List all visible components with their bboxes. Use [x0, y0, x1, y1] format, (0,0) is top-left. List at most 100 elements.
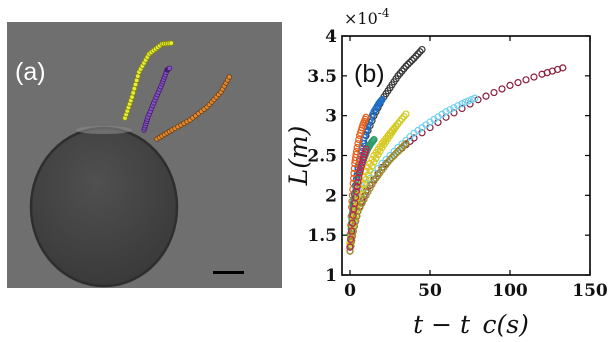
y-tick-label: 2.5 — [307, 147, 337, 167]
data-point — [402, 62, 410, 70]
data-point — [362, 113, 370, 121]
data-series — [346, 145, 370, 251]
droplet-rim-highlight — [76, 126, 132, 134]
x-axis-label: t − t_c(s) — [413, 310, 529, 337]
data-point — [376, 147, 384, 155]
data-point — [352, 147, 361, 156]
data-point — [355, 174, 363, 182]
data-point — [368, 137, 377, 146]
data-point — [353, 212, 361, 220]
data-point — [414, 50, 422, 58]
data-point — [347, 235, 355, 243]
data-point — [372, 154, 380, 162]
data-point — [418, 45, 426, 54]
data-point — [357, 162, 365, 170]
data-point — [364, 188, 372, 196]
y-multiplier: ×10-4 — [344, 6, 390, 28]
data-point — [530, 73, 538, 81]
data-point — [347, 242, 355, 250]
data-point — [410, 134, 418, 142]
data-point — [412, 52, 420, 60]
data-point — [358, 199, 366, 207]
x-tick-label: 0 — [344, 281, 356, 301]
data-point — [498, 85, 506, 93]
data-point — [353, 143, 361, 152]
data-point — [374, 151, 382, 159]
data-point — [352, 187, 361, 195]
y-tick-label: 1 — [325, 266, 337, 286]
track-dot — [166, 65, 173, 72]
data-series — [346, 139, 410, 255]
data-point — [376, 98, 385, 106]
y-tick-label: 3 — [325, 107, 337, 127]
data-point — [506, 81, 514, 89]
data-point — [402, 110, 410, 118]
data-point — [346, 243, 354, 251]
data-point — [410, 54, 418, 62]
data-point — [450, 104, 458, 112]
y-multiplier-base: ×10 — [344, 9, 378, 28]
axis-ticks: 0 50 100 150 1 1.5 2 2.5 3 3.5 4 — [307, 27, 607, 301]
data-point — [362, 191, 370, 199]
data-point — [364, 171, 372, 179]
data-point — [390, 151, 398, 160]
y-tick-label: 4 — [325, 27, 337, 47]
data-point — [559, 64, 567, 72]
data-point — [352, 150, 360, 159]
data-point — [400, 141, 408, 150]
data-point — [356, 203, 364, 211]
data-point — [366, 184, 374, 192]
data-point — [362, 175, 370, 183]
data-point — [370, 158, 378, 166]
data-point — [355, 169, 364, 177]
y-multiplier-exponent: -4 — [378, 6, 390, 20]
data-point — [362, 145, 370, 153]
y-tick-label: 1.5 — [307, 226, 337, 246]
data-point — [406, 133, 414, 141]
data-point — [360, 195, 368, 203]
y-tick-label: 3.5 — [307, 67, 337, 87]
data-point — [406, 58, 414, 66]
y-axis-label: L(m) — [285, 126, 313, 187]
data-point — [356, 166, 365, 174]
data-point — [471, 94, 479, 102]
data-point — [392, 149, 400, 158]
y-tick-label: 2 — [325, 186, 337, 206]
data-point — [346, 247, 354, 255]
data-point — [354, 178, 362, 186]
data-point — [396, 145, 404, 154]
data-point — [402, 139, 410, 148]
data-point — [454, 102, 462, 110]
data-point — [388, 153, 396, 162]
particle-tracks — [122, 40, 233, 142]
data-point — [353, 183, 361, 191]
data-point — [490, 88, 498, 97]
data-point — [442, 108, 450, 116]
data-point — [514, 79, 522, 87]
micrograph-image: (a) — [7, 22, 282, 288]
chart-svg: 0 50 100 150 1 1.5 2 2.5 3 3.5 4 ×10-4 (b) t − t_c… — [284, 6, 608, 339]
data-point — [354, 139, 362, 148]
data-point — [386, 155, 394, 164]
data-point — [348, 219, 357, 227]
data-point — [377, 97, 385, 105]
panel-a-label: (a) — [15, 58, 46, 86]
track-dot — [226, 74, 233, 80]
data-point — [482, 92, 490, 100]
data-point — [398, 143, 406, 152]
chart-marks — [346, 45, 567, 255]
data-point — [394, 147, 402, 156]
data-point — [378, 96, 386, 104]
data-series — [346, 64, 567, 255]
micrograph-panel: (a) — [7, 22, 282, 288]
data-point — [369, 136, 377, 145]
data-point — [446, 106, 454, 114]
x-tick-label: 100 — [492, 281, 528, 301]
data-point — [404, 60, 412, 68]
scale-bar — [213, 271, 244, 274]
data-point — [522, 76, 530, 84]
data-point — [368, 180, 376, 189]
data-point — [370, 135, 378, 144]
data-point — [355, 135, 363, 144]
data-point — [386, 151, 394, 160]
